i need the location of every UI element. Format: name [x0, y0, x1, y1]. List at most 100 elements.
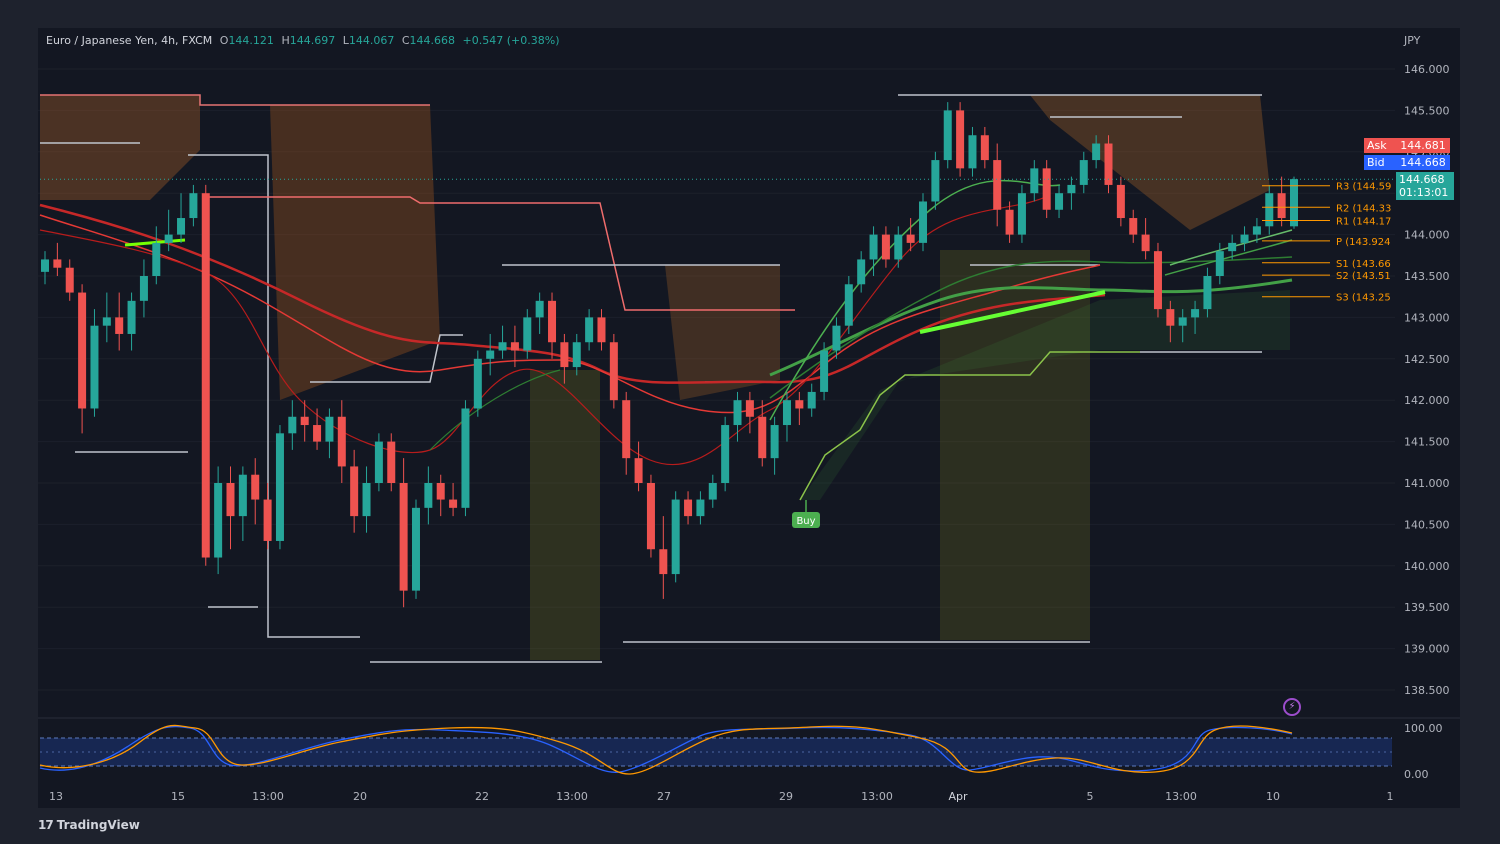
- candle-body: [1191, 309, 1200, 318]
- price-axis-label: 142.000: [1404, 394, 1450, 407]
- currency-label[interactable]: JPY: [1404, 34, 1421, 47]
- candle-body: [634, 458, 643, 483]
- candle-body: [399, 483, 408, 591]
- candle-body: [993, 160, 1002, 210]
- candle-body: [1240, 234, 1249, 243]
- pivot-label: S3 (143.25: [1336, 293, 1391, 304]
- time-axis-label: 13:00: [252, 790, 284, 803]
- time-axis-label: 13: [49, 790, 63, 803]
- moving-average-line: [769, 278, 1293, 377]
- signal-line-segment: [124, 238, 186, 247]
- price-axis-label: 138.500: [1404, 684, 1450, 697]
- candle-body: [956, 110, 965, 169]
- lightning-icon[interactable]: ⚡: [1283, 698, 1301, 716]
- pivot-label: S2 (143.51: [1336, 271, 1391, 282]
- time-axis-label: 15: [171, 790, 185, 803]
- oscillator-d-line: [39, 724, 1293, 775]
- candle-body: [721, 425, 730, 483]
- range-step-line: [799, 351, 1140, 501]
- candle-body: [795, 400, 804, 409]
- candle-body: [684, 499, 693, 517]
- candle-body: [238, 474, 247, 517]
- candle-body: [770, 425, 779, 459]
- candle-body: [535, 300, 544, 318]
- candle-body: [189, 193, 198, 219]
- change-value: +0.547 (+0.38%): [462, 34, 560, 47]
- time-axis-label: 29: [779, 790, 793, 803]
- candle-body: [622, 400, 631, 459]
- candle-body: [164, 234, 173, 243]
- candle-body: [486, 350, 495, 359]
- candle-body: [510, 342, 519, 351]
- price-axis-label: 142.500: [1404, 353, 1450, 366]
- range-step-line: [310, 334, 463, 383]
- symbol-legend: Euro / Japanese Yen, 4h, FXCM O144.121 H…: [46, 34, 560, 47]
- cloud-zone: [40, 95, 200, 200]
- candle-body: [362, 483, 371, 517]
- candle-body: [1228, 242, 1237, 252]
- candle-body: [1116, 184, 1125, 219]
- chart-panel[interactable]: [38, 28, 1460, 808]
- time-axis-label: 13:00: [556, 790, 588, 803]
- candle-body: [300, 416, 309, 426]
- candle-body: [572, 342, 581, 368]
- bar-countdown: 01:13:01: [1399, 186, 1449, 199]
- ask-price-tag: 144.681: [1396, 138, 1450, 153]
- candle-body: [894, 234, 903, 260]
- candle-body: [832, 325, 841, 351]
- candle-body: [1252, 226, 1261, 235]
- moving-average-line: [39, 194, 1051, 466]
- candle-body: [745, 400, 754, 417]
- candle-body: [1017, 193, 1026, 235]
- low-label: L: [342, 34, 349, 47]
- price-axis-label: 146.000: [1404, 63, 1450, 76]
- price-axis-label: 140.500: [1404, 518, 1450, 531]
- price-axis-label: 144.000: [1404, 229, 1450, 242]
- time-axis-label: 13:00: [1165, 790, 1197, 803]
- candle-body: [53, 259, 62, 268]
- candle-body: [1178, 317, 1187, 326]
- cloud-zone: [1030, 95, 1270, 230]
- candle-body: [1215, 251, 1224, 276]
- candle-body: [1104, 143, 1113, 185]
- cloud-zone: [530, 370, 600, 660]
- candle-body: [127, 300, 136, 334]
- tradingview-mark-icon: 17: [38, 818, 54, 832]
- price-axis-label: 143.000: [1404, 311, 1450, 324]
- candle-body: [646, 483, 655, 550]
- candle-body: [1129, 218, 1138, 235]
- candle-body: [152, 242, 161, 276]
- candle-body: [782, 400, 791, 426]
- candle-body: [1067, 184, 1076, 194]
- candle-body: [374, 441, 383, 483]
- candle-body: [1203, 276, 1212, 310]
- candle-body: [1005, 209, 1014, 235]
- symbol-title[interactable]: Euro / Japanese Yen, 4h, FXCM: [46, 34, 213, 47]
- candle-body: [275, 433, 284, 541]
- candle-body: [461, 408, 470, 508]
- candle-body: [609, 342, 618, 401]
- price-axis-label: 145.500: [1404, 104, 1450, 117]
- last-price-tag: 144.668 01:13:01: [1396, 172, 1454, 200]
- candle-body: [733, 400, 742, 426]
- candle-body: [671, 499, 680, 575]
- candle-body: [411, 507, 420, 591]
- candle-body: [931, 160, 940, 202]
- candle-body: [387, 441, 396, 483]
- pivot-label: R1 (144.17: [1336, 217, 1391, 228]
- bid-label: Bid: [1364, 155, 1396, 170]
- candle-body: [523, 317, 532, 351]
- oscillator-axis-label: 0.00: [1404, 768, 1429, 781]
- cloud-zone: [940, 250, 1090, 640]
- candle-body: [1030, 168, 1039, 194]
- moving-average-line: [429, 369, 561, 451]
- candle-body: [473, 358, 482, 409]
- pivot-label: R2 (144.33: [1336, 203, 1391, 214]
- candle-body: [758, 416, 767, 459]
- candle-body: [436, 483, 445, 500]
- price-axis-label: 141.500: [1404, 436, 1450, 449]
- candle-body: [1042, 168, 1051, 210]
- candle-body: [288, 416, 297, 434]
- tradingview-logo[interactable]: 17 TradingView: [38, 818, 140, 832]
